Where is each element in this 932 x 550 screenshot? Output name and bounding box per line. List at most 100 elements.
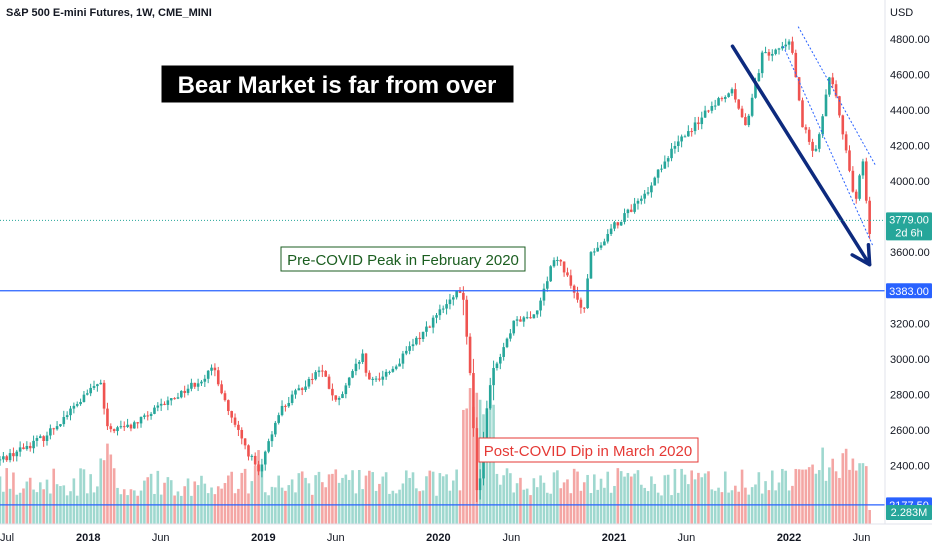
volume-bar bbox=[556, 470, 559, 524]
candle bbox=[321, 364, 324, 378]
candle bbox=[253, 452, 257, 466]
volume-bar bbox=[593, 474, 596, 524]
volume-bar bbox=[297, 473, 301, 524]
candle-body bbox=[586, 278, 589, 309]
candle bbox=[334, 395, 338, 402]
candle bbox=[368, 370, 371, 380]
candle-body bbox=[72, 405, 76, 409]
candle-body bbox=[646, 192, 650, 194]
channel-line bbox=[797, 26, 876, 166]
volume-bar bbox=[361, 489, 364, 524]
candle bbox=[277, 412, 280, 425]
candle bbox=[206, 369, 210, 384]
candle-body bbox=[804, 127, 808, 130]
volume-bar bbox=[5, 468, 9, 524]
volume-bar bbox=[643, 487, 646, 524]
volume-bar bbox=[102, 460, 106, 524]
candle-body bbox=[522, 317, 526, 322]
volume-bar bbox=[431, 471, 435, 524]
candle bbox=[713, 99, 717, 110]
candle bbox=[834, 80, 838, 99]
volume-bar bbox=[673, 468, 677, 524]
candle-body bbox=[616, 222, 620, 226]
candle-body bbox=[435, 315, 438, 318]
candle-body bbox=[532, 314, 536, 319]
volume-bar bbox=[633, 473, 636, 524]
candle-body bbox=[821, 116, 824, 135]
volume-bar bbox=[153, 493, 156, 524]
candle-body bbox=[257, 464, 260, 472]
candle-body bbox=[149, 413, 153, 417]
volume-bar bbox=[841, 453, 845, 524]
candle-body bbox=[582, 307, 586, 309]
volume-bar bbox=[680, 468, 683, 524]
candle-body bbox=[347, 377, 351, 386]
candle-body bbox=[760, 52, 764, 74]
candle bbox=[603, 238, 606, 246]
candle bbox=[200, 379, 203, 386]
volume-bar bbox=[744, 487, 747, 524]
volume-bar bbox=[569, 493, 573, 524]
chart-symbol-title[interactable]: S&P 500 E-mini Futures, 1W, CME_MINI bbox=[6, 7, 212, 19]
candle bbox=[656, 169, 660, 184]
candle bbox=[623, 208, 626, 225]
volume-bar bbox=[737, 491, 740, 524]
candle-body bbox=[263, 451, 267, 465]
candle bbox=[549, 265, 552, 282]
candle bbox=[666, 155, 670, 168]
volume-bar bbox=[116, 487, 119, 524]
candle-body bbox=[683, 136, 687, 138]
candle-body bbox=[398, 363, 401, 367]
candle-body bbox=[62, 417, 66, 425]
candle bbox=[371, 376, 375, 386]
candle-body bbox=[250, 455, 254, 457]
candle-body bbox=[75, 404, 79, 406]
candle-body bbox=[468, 336, 472, 374]
candle bbox=[22, 443, 25, 450]
candle bbox=[337, 396, 341, 406]
volume-bar bbox=[828, 467, 831, 524]
candle bbox=[227, 399, 230, 416]
price-tick-label: 3000.00 bbox=[890, 354, 930, 366]
volume-bar bbox=[670, 495, 673, 524]
candle bbox=[394, 364, 398, 371]
volume-bar bbox=[472, 406, 475, 524]
candle bbox=[777, 47, 781, 55]
candle bbox=[35, 435, 39, 447]
volume-bar bbox=[646, 491, 650, 524]
candle-body bbox=[324, 371, 327, 377]
candle bbox=[290, 390, 294, 406]
candle bbox=[693, 117, 697, 135]
candle bbox=[522, 315, 526, 327]
pre-covid-peak-annotation[interactable]: Pre-COVID Peak in February 2020 bbox=[280, 246, 526, 272]
candle-body bbox=[337, 398, 341, 400]
peak-price-value: 3383.00 bbox=[889, 286, 929, 298]
current-price-value: 3779.00 bbox=[889, 214, 929, 226]
candle bbox=[82, 390, 86, 403]
volume-bar bbox=[65, 495, 69, 524]
candle bbox=[421, 331, 425, 342]
candle bbox=[45, 431, 49, 446]
headline-annotation[interactable]: Bear Market is far from over bbox=[160, 64, 515, 104]
volume-bar bbox=[539, 475, 542, 524]
candle bbox=[629, 204, 633, 213]
volume-bar bbox=[794, 468, 798, 524]
candle bbox=[196, 378, 200, 392]
post-covid-dip-annotation[interactable]: Post-COVID Dip in March 2020 bbox=[478, 437, 699, 463]
volume-bar bbox=[223, 483, 227, 524]
candle bbox=[488, 377, 492, 410]
volume-bar bbox=[143, 480, 146, 524]
candle bbox=[441, 305, 445, 314]
candle-body bbox=[220, 384, 223, 394]
candle bbox=[613, 220, 616, 232]
candle bbox=[99, 379, 103, 385]
candle-body bbox=[364, 353, 368, 373]
volume-bar bbox=[458, 490, 462, 524]
candle bbox=[351, 369, 354, 379]
volume-value-box bbox=[886, 505, 932, 520]
candle bbox=[478, 469, 482, 500]
time-axis-ticks[interactable]: Jul 2018 Jun 2019 Jun 2020 Jun 2021 Jun 2022 Jun bbox=[0, 532, 870, 544]
candle bbox=[451, 295, 455, 306]
candle-body bbox=[99, 382, 103, 385]
